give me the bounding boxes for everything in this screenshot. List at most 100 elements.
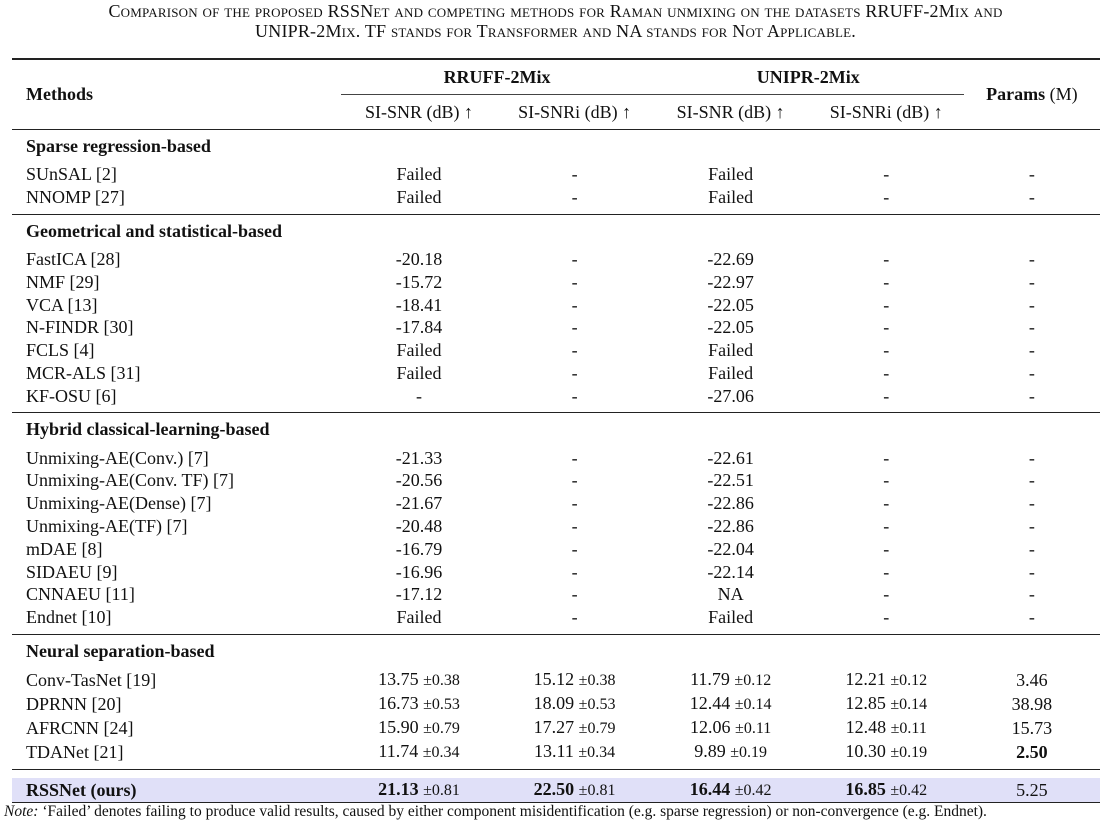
value-text: -22.14 bbox=[707, 561, 754, 582]
value-text: - bbox=[883, 362, 890, 383]
value-text: - bbox=[571, 248, 578, 269]
value-cell: - bbox=[964, 186, 1100, 214]
value-text: 21.13 bbox=[378, 778, 419, 799]
caption-line-2: UNIPR-2Mix. TF stands for Transformer an… bbox=[255, 21, 856, 41]
value-cell: -22.86 bbox=[653, 515, 809, 538]
std-text: ±0.14 bbox=[734, 695, 772, 713]
value-text: - bbox=[1028, 317, 1035, 338]
value-text: -20.56 bbox=[395, 470, 443, 491]
value-text: -16.96 bbox=[395, 561, 443, 582]
value-text: -21.67 bbox=[395, 493, 443, 514]
value-cell: -27.06 bbox=[653, 384, 809, 412]
header-params: Params (M) bbox=[964, 59, 1100, 130]
table-row: Endnet [10] Failed - Failed - - bbox=[12, 606, 1100, 634]
value-cell: - bbox=[809, 293, 964, 316]
method-name: Unmixing-AE(Conv. TF) [7] bbox=[26, 470, 234, 491]
value-text: - bbox=[1028, 271, 1035, 292]
value-cell: 13.11 ±0.34 bbox=[496, 740, 652, 770]
value-text: - bbox=[883, 294, 890, 315]
value-text: - bbox=[883, 187, 890, 208]
value-cell: 16.73 ±0.53 bbox=[341, 692, 496, 716]
note-label: Note: bbox=[4, 803, 39, 820]
table-caption: Comparison of the proposed RSSNet and co… bbox=[0, 1, 1111, 41]
value-text: 17.27 bbox=[533, 716, 575, 737]
value-text: Failed bbox=[396, 607, 442, 628]
header-sisnr-rruff: SI-SNR (dB) ↑ bbox=[364, 101, 473, 122]
value-text: - bbox=[571, 294, 578, 315]
value-cell: - bbox=[496, 186, 652, 214]
method-name: NMF [29] bbox=[26, 271, 100, 292]
table-row: FastICA [28] -20.18 - -22.69 - - bbox=[12, 248, 1100, 271]
value-cell: 16.44 ±0.42 bbox=[652, 777, 809, 803]
table-row: mDAE [8] -16.79 - -22.04 - - bbox=[12, 537, 1100, 560]
value-text: - bbox=[1028, 340, 1035, 361]
table-row: SUnSAL [2] Failed - Failed - - bbox=[12, 163, 1100, 186]
value-cell: - bbox=[964, 583, 1100, 606]
value-cell: - bbox=[809, 560, 964, 583]
value-cell: 16.85 ±0.42 bbox=[808, 777, 964, 803]
value-text: -15.72 bbox=[395, 271, 443, 292]
value-text: 12.21 bbox=[845, 668, 886, 689]
value-text: - bbox=[883, 607, 890, 628]
value-text: - bbox=[883, 248, 890, 269]
value-text: -20.18 bbox=[395, 248, 443, 269]
value-text: - bbox=[571, 447, 578, 468]
value-text: -22.05 bbox=[707, 294, 754, 315]
value-cell: -22.86 bbox=[653, 492, 809, 515]
value-text: 15.73 bbox=[1011, 717, 1053, 738]
std-text: ±0.53 bbox=[423, 695, 460, 713]
value-text: -27.06 bbox=[707, 385, 754, 406]
value-text: 12.85 bbox=[845, 692, 886, 713]
value-cell: - bbox=[809, 583, 964, 606]
method-name: N-FINDR [30] bbox=[26, 317, 134, 338]
value-cell: -16.79 bbox=[341, 537, 496, 560]
value-text: - bbox=[883, 538, 890, 559]
value-cell: 12.85 ±0.14 bbox=[809, 692, 964, 716]
value-cell: Failed bbox=[653, 362, 809, 385]
std-text: ±0.53 bbox=[578, 695, 616, 713]
value-text: Failed bbox=[396, 340, 442, 361]
value-cell: 11.79 ±0.12 bbox=[653, 668, 809, 692]
value-cell: -22.97 bbox=[653, 270, 809, 293]
value-cell: 15.12 ±0.38 bbox=[496, 668, 652, 692]
value-text: 12.48 bbox=[845, 716, 887, 737]
value-cell: -20.56 bbox=[341, 469, 496, 492]
value-cell: NA bbox=[653, 583, 809, 606]
value-cell: 11.74 ±0.34 bbox=[341, 740, 496, 770]
value-cell: - bbox=[809, 384, 964, 412]
value-text: - bbox=[571, 271, 578, 292]
value-cell: - bbox=[809, 163, 964, 186]
value-cell: -22.69 bbox=[653, 248, 809, 271]
value-cell: - bbox=[809, 362, 964, 385]
value-text: -18.41 bbox=[395, 294, 443, 315]
table-row: RSSNet (ours) 21.13 ±0.81 22.50 ±0.81 16.44… bbox=[12, 777, 1100, 803]
value-text: - bbox=[571, 584, 578, 605]
value-cell: - bbox=[964, 316, 1100, 339]
value-text: 16.73 bbox=[378, 692, 419, 713]
method-name: Unmixing-AE(TF) [7] bbox=[26, 515, 188, 536]
header-row-1: Methods RRUFF-2Mix UNIPR-2Mix Params (M) bbox=[12, 59, 1100, 104]
value-text: -22.04 bbox=[707, 538, 754, 559]
value-cell: - bbox=[809, 186, 964, 214]
value-text: - bbox=[571, 340, 578, 361]
table-row: AFRCNN [24] 15.90 ±0.79 17.27 ±0.79 12.06 ±… bbox=[12, 716, 1100, 740]
value-text: - bbox=[571, 607, 578, 628]
value-text: -16.79 bbox=[395, 538, 443, 559]
group-title: Hybrid classical-learning-based bbox=[12, 412, 1100, 447]
std-text: ±0.34 bbox=[578, 743, 616, 761]
value-text: - bbox=[883, 271, 890, 292]
value-text: 11.79 bbox=[690, 668, 730, 689]
std-text: ±0.11 bbox=[735, 719, 772, 737]
value-cell: - bbox=[496, 469, 652, 492]
value-cell: - bbox=[809, 316, 964, 339]
value-text: Failed bbox=[708, 164, 754, 185]
group-header-row: Hybrid classical-learning-based bbox=[12, 412, 1100, 447]
table-row: TDANet [21] 11.74 ±0.34 13.11 ±0.34 9.89 ±0… bbox=[12, 740, 1100, 770]
value-cell: - bbox=[496, 537, 652, 560]
value-text: - bbox=[1028, 538, 1035, 559]
group-header-row: Sparse regression-based bbox=[12, 129, 1100, 163]
value-text: - bbox=[883, 164, 890, 185]
value-cell: - bbox=[964, 492, 1100, 515]
value-cell: - bbox=[496, 316, 652, 339]
value-cell: 3.46 bbox=[964, 668, 1100, 692]
